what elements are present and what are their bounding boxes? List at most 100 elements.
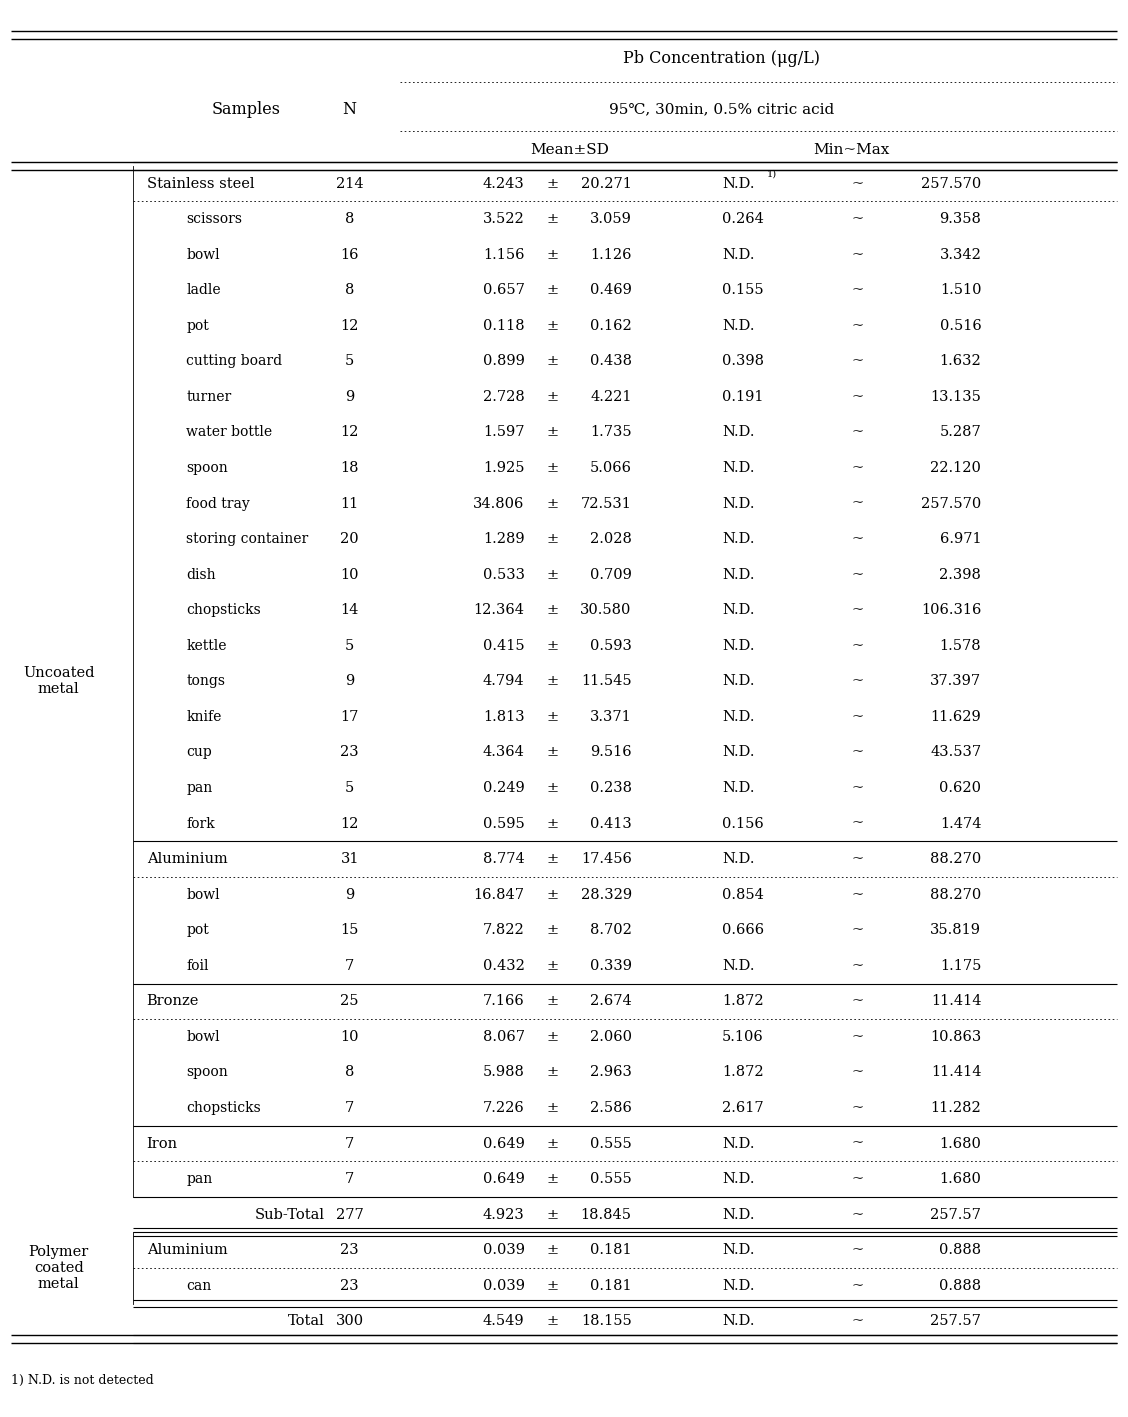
Text: pot: pot: [186, 924, 209, 937]
Text: 5.287: 5.287: [940, 425, 981, 439]
Text: 0.469: 0.469: [590, 283, 632, 298]
Text: 0.555: 0.555: [590, 1172, 632, 1186]
Text: chopsticks: chopsticks: [186, 1101, 261, 1115]
Text: 106.316: 106.316: [920, 604, 981, 618]
Text: 88.270: 88.270: [931, 852, 981, 866]
Text: 8: 8: [345, 283, 354, 298]
Text: N.D.: N.D.: [722, 1207, 755, 1221]
Text: 9: 9: [345, 674, 354, 689]
Text: ~: ~: [852, 461, 863, 475]
Text: 0.039: 0.039: [483, 1243, 525, 1257]
Text: ~: ~: [852, 1278, 863, 1292]
Text: 8.702: 8.702: [590, 924, 632, 937]
Text: 12: 12: [341, 319, 359, 333]
Text: kettle: kettle: [186, 639, 227, 653]
Text: 2.398: 2.398: [940, 568, 981, 581]
Text: 4.923: 4.923: [483, 1207, 525, 1221]
Text: Stainless steel: Stainless steel: [147, 177, 254, 190]
Text: 11.629: 11.629: [931, 710, 981, 724]
Text: ±: ±: [547, 1315, 558, 1328]
Text: ladle: ladle: [186, 283, 221, 298]
Text: 1.632: 1.632: [940, 354, 981, 368]
Text: 20.271: 20.271: [581, 177, 632, 190]
Text: N.D.: N.D.: [722, 425, 755, 439]
Text: 1.474: 1.474: [940, 816, 981, 830]
Text: 2.728: 2.728: [483, 390, 525, 404]
Text: 18.155: 18.155: [581, 1315, 632, 1328]
Text: ±: ±: [547, 604, 558, 618]
Text: N.D.: N.D.: [722, 781, 755, 795]
Text: ±: ±: [547, 390, 558, 404]
Text: 257.57: 257.57: [931, 1315, 981, 1328]
Text: 2.060: 2.060: [590, 1030, 632, 1044]
Text: 3.371: 3.371: [590, 710, 632, 724]
Text: N.D.: N.D.: [722, 177, 755, 190]
Text: scissors: scissors: [186, 213, 243, 227]
Text: 17.456: 17.456: [581, 852, 632, 866]
Text: 1.735: 1.735: [590, 425, 632, 439]
Text: ±: ±: [547, 781, 558, 795]
Text: 1.289: 1.289: [483, 533, 525, 546]
Text: N.D.: N.D.: [722, 1243, 755, 1257]
Text: Polymer
coated
metal: Polymer coated metal: [28, 1244, 89, 1291]
Text: ~: ~: [852, 319, 863, 333]
Text: 0.432: 0.432: [483, 959, 525, 972]
Text: ±: ±: [547, 816, 558, 830]
Text: 34.806: 34.806: [473, 496, 525, 510]
Text: N.D.: N.D.: [722, 568, 755, 581]
Text: bowl: bowl: [186, 248, 220, 262]
Text: N.D.: N.D.: [722, 461, 755, 475]
Text: 25: 25: [341, 995, 359, 1009]
Text: ±: ±: [547, 461, 558, 475]
Text: ±: ±: [547, 959, 558, 972]
Text: 0.162: 0.162: [590, 319, 632, 333]
Text: 0.039: 0.039: [483, 1278, 525, 1292]
Text: cup: cup: [186, 745, 212, 760]
Text: 3.059: 3.059: [590, 213, 632, 227]
Text: 8.067: 8.067: [483, 1030, 525, 1044]
Text: 1) N.D. is not detected: 1) N.D. is not detected: [11, 1373, 155, 1387]
Text: 3.342: 3.342: [940, 248, 981, 262]
Text: 0.533: 0.533: [483, 568, 525, 581]
Text: 5: 5: [345, 354, 354, 368]
Text: 2.963: 2.963: [590, 1066, 632, 1080]
Text: 1.126: 1.126: [590, 248, 632, 262]
Text: ~: ~: [852, 390, 863, 404]
Text: spoon: spoon: [186, 1066, 228, 1080]
Text: 0.854: 0.854: [722, 887, 764, 901]
Text: 4.221: 4.221: [590, 390, 632, 404]
Text: ±: ±: [547, 745, 558, 760]
Text: 16.847: 16.847: [474, 887, 525, 901]
Text: tongs: tongs: [186, 674, 226, 689]
Text: 23: 23: [341, 745, 359, 760]
Text: ±: ±: [547, 425, 558, 439]
Text: turner: turner: [186, 390, 231, 404]
Text: ±: ±: [547, 1243, 558, 1257]
Text: 72.531: 72.531: [581, 496, 632, 510]
Text: 0.249: 0.249: [483, 781, 525, 795]
Text: ±: ±: [547, 1278, 558, 1292]
Text: 88.270: 88.270: [931, 887, 981, 901]
Text: 8: 8: [345, 213, 354, 227]
Text: 0.398: 0.398: [722, 354, 764, 368]
Text: dish: dish: [186, 568, 215, 581]
Text: 35.819: 35.819: [931, 924, 981, 937]
Text: 1.925: 1.925: [483, 461, 525, 475]
Text: 0.709: 0.709: [590, 568, 632, 581]
Text: 0.438: 0.438: [590, 354, 632, 368]
Text: 0.339: 0.339: [590, 959, 632, 972]
Text: 2.617: 2.617: [722, 1101, 764, 1115]
Text: 300: 300: [336, 1315, 363, 1328]
Text: 11.545: 11.545: [581, 674, 632, 689]
Text: N.D.: N.D.: [722, 1136, 755, 1151]
Text: 23: 23: [341, 1278, 359, 1292]
Text: 16: 16: [341, 248, 359, 262]
Text: 1.578: 1.578: [940, 639, 981, 653]
Text: 4.364: 4.364: [483, 745, 525, 760]
Text: ~: ~: [852, 283, 863, 298]
Text: 0.118: 0.118: [483, 319, 525, 333]
Text: 10: 10: [341, 568, 359, 581]
Text: ±: ±: [547, 887, 558, 901]
Text: 17: 17: [341, 710, 359, 724]
Text: 0.156: 0.156: [722, 816, 764, 830]
